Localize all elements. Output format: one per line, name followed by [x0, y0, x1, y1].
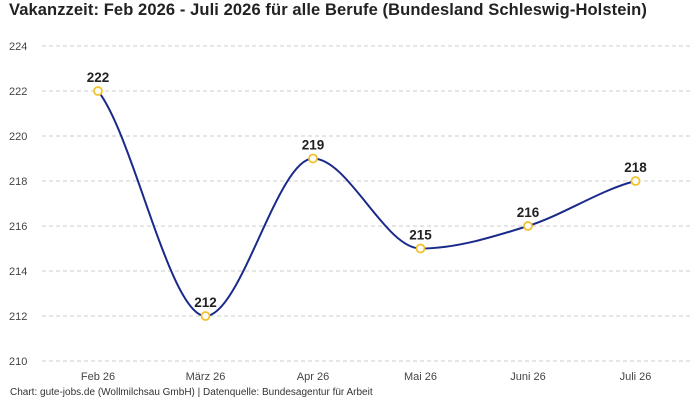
- y-tick-label: 212: [9, 311, 27, 323]
- chart-title: Vakanzzeit: Feb 2026 - Juli 2026 für all…: [9, 1, 647, 19]
- series-line: [97, 90, 636, 318]
- gridlines: [42, 45, 692, 362]
- chart-footer: Chart: gute-jobs.de (Wollmilchsau GmbH) …: [10, 387, 373, 398]
- data-labels: 222 212 219 215 216 218: [87, 70, 648, 310]
- x-tick-label: Feb 26: [81, 371, 115, 383]
- y-tick-label: 210: [9, 356, 27, 368]
- series-line-group: [97, 90, 636, 318]
- data-point: [523, 221, 533, 231]
- y-tick-label: 224: [9, 41, 27, 53]
- data-label: 216: [517, 205, 540, 220]
- data-label: 215: [409, 228, 432, 243]
- x-tick-label: Juni 26: [510, 371, 545, 383]
- y-axis-ticks: 210 212 214 216 218 220 222 224: [9, 41, 27, 368]
- data-point: [200, 311, 211, 321]
- y-tick-label: 218: [9, 176, 27, 188]
- y-tick-label: 214: [9, 266, 27, 278]
- y-tick-label: 216: [9, 221, 27, 233]
- y-tick-label: 222: [9, 86, 27, 98]
- data-label: 218: [624, 160, 647, 175]
- y-tick-label: 220: [9, 131, 27, 143]
- x-axis-ticks: Feb 26 März 26 Apr 26 Mai 26 Juni 26 Juli 26: [81, 371, 652, 383]
- data-point: [93, 86, 103, 96]
- data-point: [308, 153, 318, 164]
- data-label: 212: [194, 295, 217, 310]
- x-tick-label: Juli 26: [620, 371, 652, 383]
- data-point: [630, 176, 641, 186]
- data-label: 222: [87, 70, 110, 85]
- data-point: [415, 243, 426, 254]
- x-tick-label: März 26: [186, 371, 226, 383]
- data-points: [93, 86, 641, 321]
- x-tick-label: Mai 26: [404, 371, 437, 383]
- x-tick-label: Apr 26: [297, 371, 329, 383]
- data-label: 219: [302, 138, 325, 153]
